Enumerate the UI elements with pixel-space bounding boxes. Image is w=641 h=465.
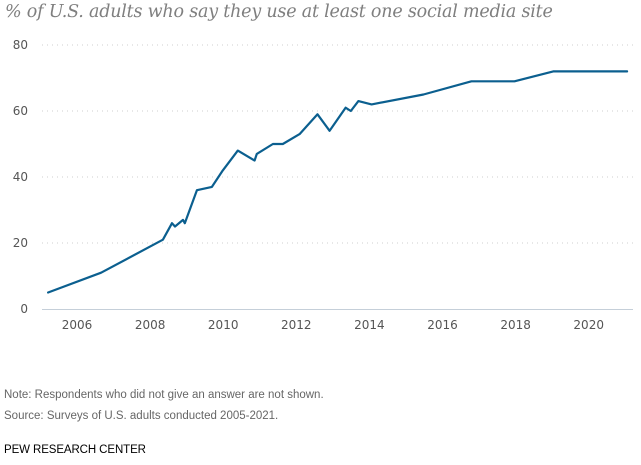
x-tick-label: 2016 [427, 318, 458, 332]
chart-source: Source: Surveys of U.S. adults conducted… [4, 410, 279, 422]
x-tick-label: 2012 [281, 318, 312, 332]
gridlines [42, 44, 633, 244]
x-tick-label: 2018 [500, 318, 531, 332]
y-axis-ticks: 0 20 40 60 80 [13, 38, 28, 316]
x-tick-label: 2010 [208, 318, 239, 332]
chart-note: Note: Respondents who did not give an an… [4, 389, 324, 401]
y-tick-label: 0 [20, 302, 28, 316]
x-tick-label: 2006 [62, 318, 93, 332]
x-axis-ticks: 2006 2008 2010 2012 2014 2016 2018 2020 [62, 318, 604, 332]
chart-title: % of U.S. adults who say they use at lea… [5, 2, 553, 22]
x-tick-label: 2020 [573, 318, 604, 332]
series-group [46, 70, 629, 294]
x-tick-label: 2014 [354, 318, 385, 332]
y-tick-label: 60 [13, 104, 28, 118]
brand-label: PEW RESEARCH CENTER [4, 444, 146, 456]
y-tick-label: 20 [13, 236, 28, 250]
series-line [46, 70, 629, 294]
y-tick-label: 80 [13, 38, 28, 52]
y-tick-label: 40 [13, 170, 28, 184]
x-tick-label: 2008 [135, 318, 166, 332]
